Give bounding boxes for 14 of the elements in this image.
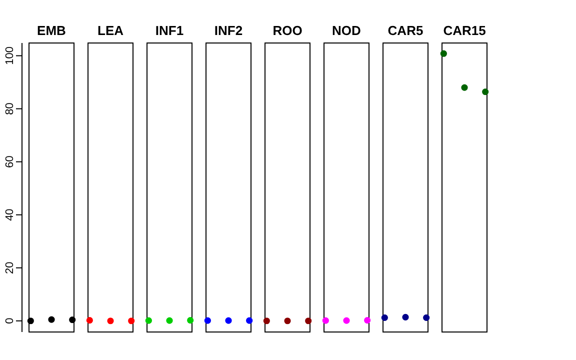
- y-tick-label: 0: [4, 318, 16, 324]
- x-tick-label: CAR5: [388, 23, 424, 38]
- y-tick-label: 60: [4, 156, 16, 168]
- y-tick-label: 20: [4, 262, 16, 274]
- x-tick-label: ROO: [272, 23, 302, 38]
- x-tick-label: INF1: [155, 23, 184, 38]
- y-tick-label: 100: [4, 46, 16, 65]
- x-tick-label: CAR15: [443, 23, 486, 38]
- x-tick-label: EMB: [37, 23, 66, 38]
- x-tick-label: NOD: [332, 23, 361, 38]
- x-tick-label: LEA: [98, 23, 124, 38]
- y-tick-label: 80: [4, 102, 16, 115]
- y-tick-label: 40: [4, 208, 16, 221]
- x-tick-label: INF2: [214, 23, 243, 38]
